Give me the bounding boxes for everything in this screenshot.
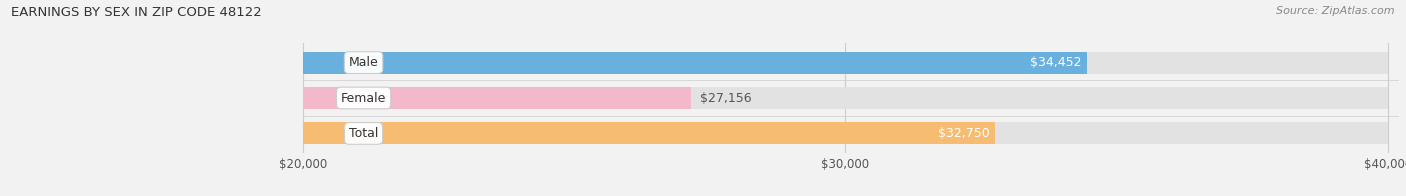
Bar — [302, 87, 1388, 109]
Text: Male: Male — [349, 56, 378, 69]
Bar — [302, 122, 994, 144]
Bar — [302, 52, 1388, 74]
Bar — [302, 87, 692, 109]
Text: $27,156: $27,156 — [700, 92, 751, 104]
Bar — [302, 122, 1388, 144]
Text: $34,452: $34,452 — [1031, 56, 1081, 69]
Text: EARNINGS BY SEX IN ZIP CODE 48122: EARNINGS BY SEX IN ZIP CODE 48122 — [11, 6, 262, 19]
Bar — [302, 52, 1087, 74]
Text: Source: ZipAtlas.com: Source: ZipAtlas.com — [1277, 6, 1395, 16]
Text: $32,750: $32,750 — [938, 127, 990, 140]
Text: Total: Total — [349, 127, 378, 140]
Text: Female: Female — [340, 92, 387, 104]
